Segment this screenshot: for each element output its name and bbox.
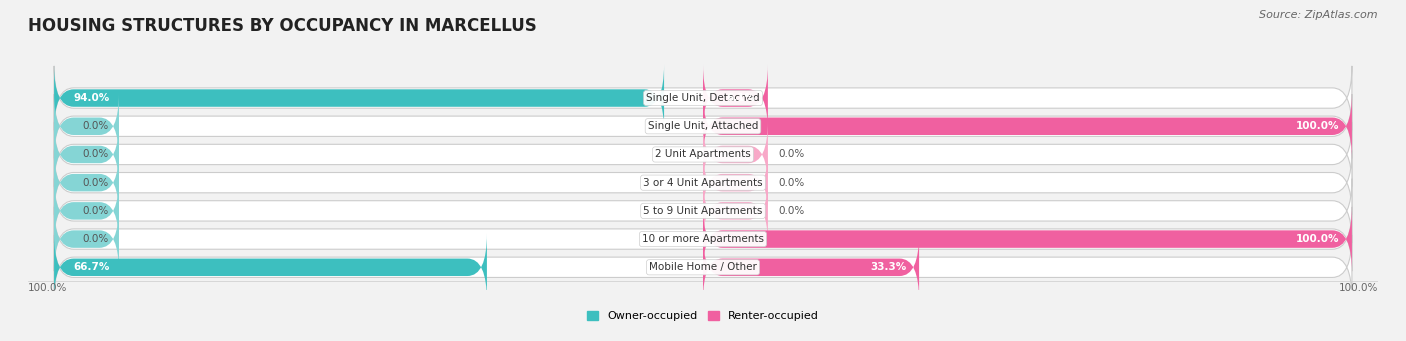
Text: 0.0%: 0.0% (83, 121, 108, 131)
Text: 33.3%: 33.3% (870, 262, 905, 272)
FancyBboxPatch shape (53, 122, 1353, 187)
Text: 100.0%: 100.0% (1295, 121, 1339, 131)
Text: 10 or more Apartments: 10 or more Apartments (643, 234, 763, 244)
Text: 100.0%: 100.0% (28, 283, 67, 293)
FancyBboxPatch shape (53, 64, 664, 132)
Text: Source: ZipAtlas.com: Source: ZipAtlas.com (1260, 10, 1378, 20)
Text: 0.0%: 0.0% (83, 178, 108, 188)
Text: 0.0%: 0.0% (779, 149, 804, 160)
FancyBboxPatch shape (53, 177, 120, 244)
Text: 94.0%: 94.0% (73, 93, 110, 103)
FancyBboxPatch shape (53, 93, 120, 160)
FancyBboxPatch shape (703, 234, 920, 301)
FancyBboxPatch shape (703, 93, 1353, 160)
FancyBboxPatch shape (53, 121, 120, 188)
FancyBboxPatch shape (703, 64, 768, 132)
FancyBboxPatch shape (53, 66, 1353, 130)
FancyBboxPatch shape (53, 94, 1353, 159)
Text: 66.7%: 66.7% (73, 262, 110, 272)
FancyBboxPatch shape (53, 179, 1353, 243)
Text: 100.0%: 100.0% (1339, 283, 1378, 293)
FancyBboxPatch shape (53, 235, 1353, 299)
Text: 6.1%: 6.1% (725, 93, 755, 103)
FancyBboxPatch shape (703, 177, 768, 244)
Text: 0.0%: 0.0% (83, 234, 108, 244)
Text: 0.0%: 0.0% (779, 178, 804, 188)
Text: 100.0%: 100.0% (1295, 234, 1339, 244)
FancyBboxPatch shape (703, 149, 768, 216)
FancyBboxPatch shape (53, 150, 1353, 215)
Legend: Owner-occupied, Renter-occupied: Owner-occupied, Renter-occupied (582, 306, 824, 325)
FancyBboxPatch shape (53, 149, 120, 216)
Text: Single Unit, Detached: Single Unit, Detached (647, 93, 759, 103)
FancyBboxPatch shape (703, 206, 1353, 273)
Text: Single Unit, Attached: Single Unit, Attached (648, 121, 758, 131)
FancyBboxPatch shape (703, 121, 768, 188)
Text: 3 or 4 Unit Apartments: 3 or 4 Unit Apartments (643, 178, 763, 188)
Text: HOUSING STRUCTURES BY OCCUPANCY IN MARCELLUS: HOUSING STRUCTURES BY OCCUPANCY IN MARCE… (28, 17, 537, 35)
Text: 0.0%: 0.0% (779, 206, 804, 216)
FancyBboxPatch shape (53, 207, 1353, 271)
Text: 2 Unit Apartments: 2 Unit Apartments (655, 149, 751, 160)
Text: 0.0%: 0.0% (83, 206, 108, 216)
FancyBboxPatch shape (53, 206, 120, 273)
FancyBboxPatch shape (53, 234, 486, 301)
Text: Mobile Home / Other: Mobile Home / Other (650, 262, 756, 272)
Text: 5 to 9 Unit Apartments: 5 to 9 Unit Apartments (644, 206, 762, 216)
Text: 0.0%: 0.0% (83, 149, 108, 160)
